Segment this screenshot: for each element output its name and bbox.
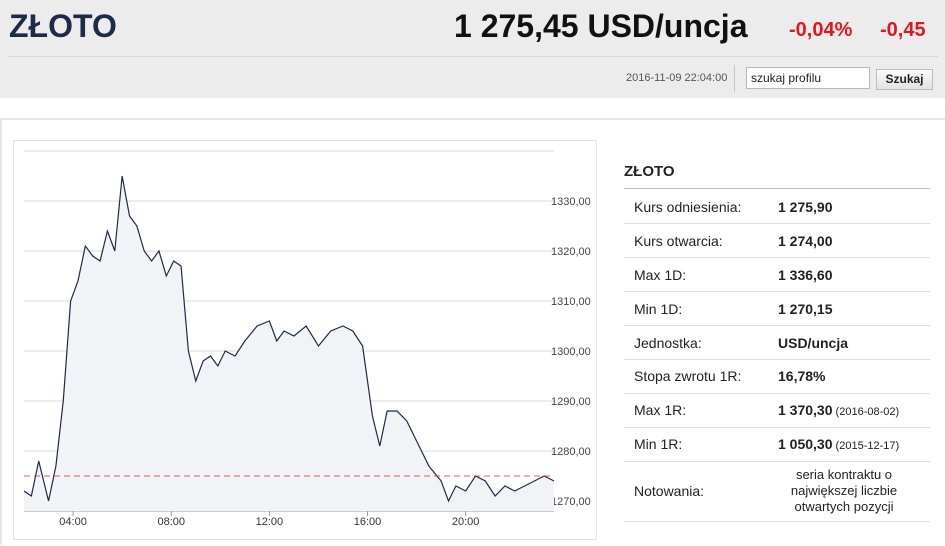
x-tick-label: 20:00 [452,516,480,528]
price-value: 1 275,45 USD/uncja [454,8,748,44]
y-tick-label: 1330,00 [551,196,591,208]
y-tick-label: 1310,00 [551,296,591,308]
stats-label: Min 1D: [624,291,778,327]
stats-value: 1 275,90 [778,190,930,225]
chart-svg: 1330,00 1320,00 1310,00 1300,00 1290,00 1280,… [23,150,591,528]
stats-label: Stopa zwrotu 1R: [624,359,778,394]
stats-label: Kurs odniesienia: [624,190,778,225]
instrument-title: ZŁOTO [9,8,117,44]
stats-value-text: USD/uncja [778,334,849,351]
stats-value-text: 16,78% [778,368,826,385]
stats-row: Min 1D: 1 270,15 [624,291,930,327]
y-tick-label: 1270,00 [551,496,591,508]
stats-label: Jednostka: [624,325,778,360]
change-absolute: -0,45 [880,19,926,41]
stats-value: 1 050,30 (2015-12-17) [778,427,930,462]
stats-row: Kurs otwarcia: 1 274,00 [624,223,930,259]
stats-value-text: 1 270,15 [778,300,833,317]
x-tick-label: 08:00 [157,516,185,528]
stats-date: (2016-08-02) [832,406,900,419]
stats-value: 16,78% [778,359,930,394]
y-tick-label: 1300,00 [551,346,591,358]
stats-row: Jednostka: USD/uncja [624,325,930,360]
header-divider [8,56,938,57]
search-input[interactable] [746,67,870,89]
stats-date: (2015-12-17) [832,440,900,453]
stats-label: Max 1D: [624,257,778,293]
stats-row: Max 1R: 1 370,30 (2016-08-02) [624,393,930,428]
stats-value: 1 370,30 (2016-08-02) [778,393,930,428]
stats-value-text: 1 274,00 [778,232,833,249]
y-tick-label: 1320,00 [551,246,591,258]
stats-value: 1 336,60 [778,257,930,293]
header-separator [734,65,735,92]
stats-value-text: 1 336,60 [778,266,833,283]
stats-value-text: 1 050,30 [778,436,833,453]
x-tick-label: 04:00 [59,516,87,528]
stats-label: Min 1R: [624,427,778,462]
stats-row: Notowania: seria kontraktu o największej … [624,461,930,522]
stats-value: USD/uncja [778,325,930,360]
stats-table: Kurs odniesienia: 1 275,90 Kurs otwarcia: 1… [624,190,930,522]
stats-row: Kurs odniesienia: 1 275,90 [624,190,930,225]
stats-value-text: 1 275,90 [778,198,833,215]
x-tick-label: 16:00 [354,516,382,528]
x-tick-label: 12:00 [256,516,284,528]
area-fill [24,176,554,511]
stats-value: 1 270,15 [778,291,930,327]
search-button[interactable]: Szukaj [876,69,933,90]
stats-row: Stopa zwrotu 1R: 16,78% [624,359,930,394]
stats-value: 1 274,00 [778,223,930,259]
price-chart: 1330,00 1320,00 1310,00 1300,00 1290,00 1280,… [13,140,597,540]
price-line [23,175,555,503]
y-tick-label: 1280,00 [551,446,591,458]
stats-row: Max 1D: 1 336,60 [624,257,930,293]
change-percent: -0,04% [789,19,853,41]
stats-label: Max 1R: [624,393,778,428]
stats-label: Kurs otwarcia: [624,223,778,259]
stats-label: Notowania: [624,461,778,522]
timestamp: 2016-11-09 22:04:00 [626,72,728,84]
content-card [0,118,945,545]
stats-row: Min 1R: 1 050,30 (2015-12-17) [624,427,930,462]
stats-value: seria kontraktu o największej liczbie ot… [778,461,930,522]
y-tick-label: 1290,00 [551,396,591,408]
panel-divider [624,188,930,189]
stats-value-text: 1 370,30 [778,402,833,419]
stats-value-text: seria kontraktu o największej liczbie ot… [790,467,898,515]
panel-title: ZŁOTO [624,163,675,180]
